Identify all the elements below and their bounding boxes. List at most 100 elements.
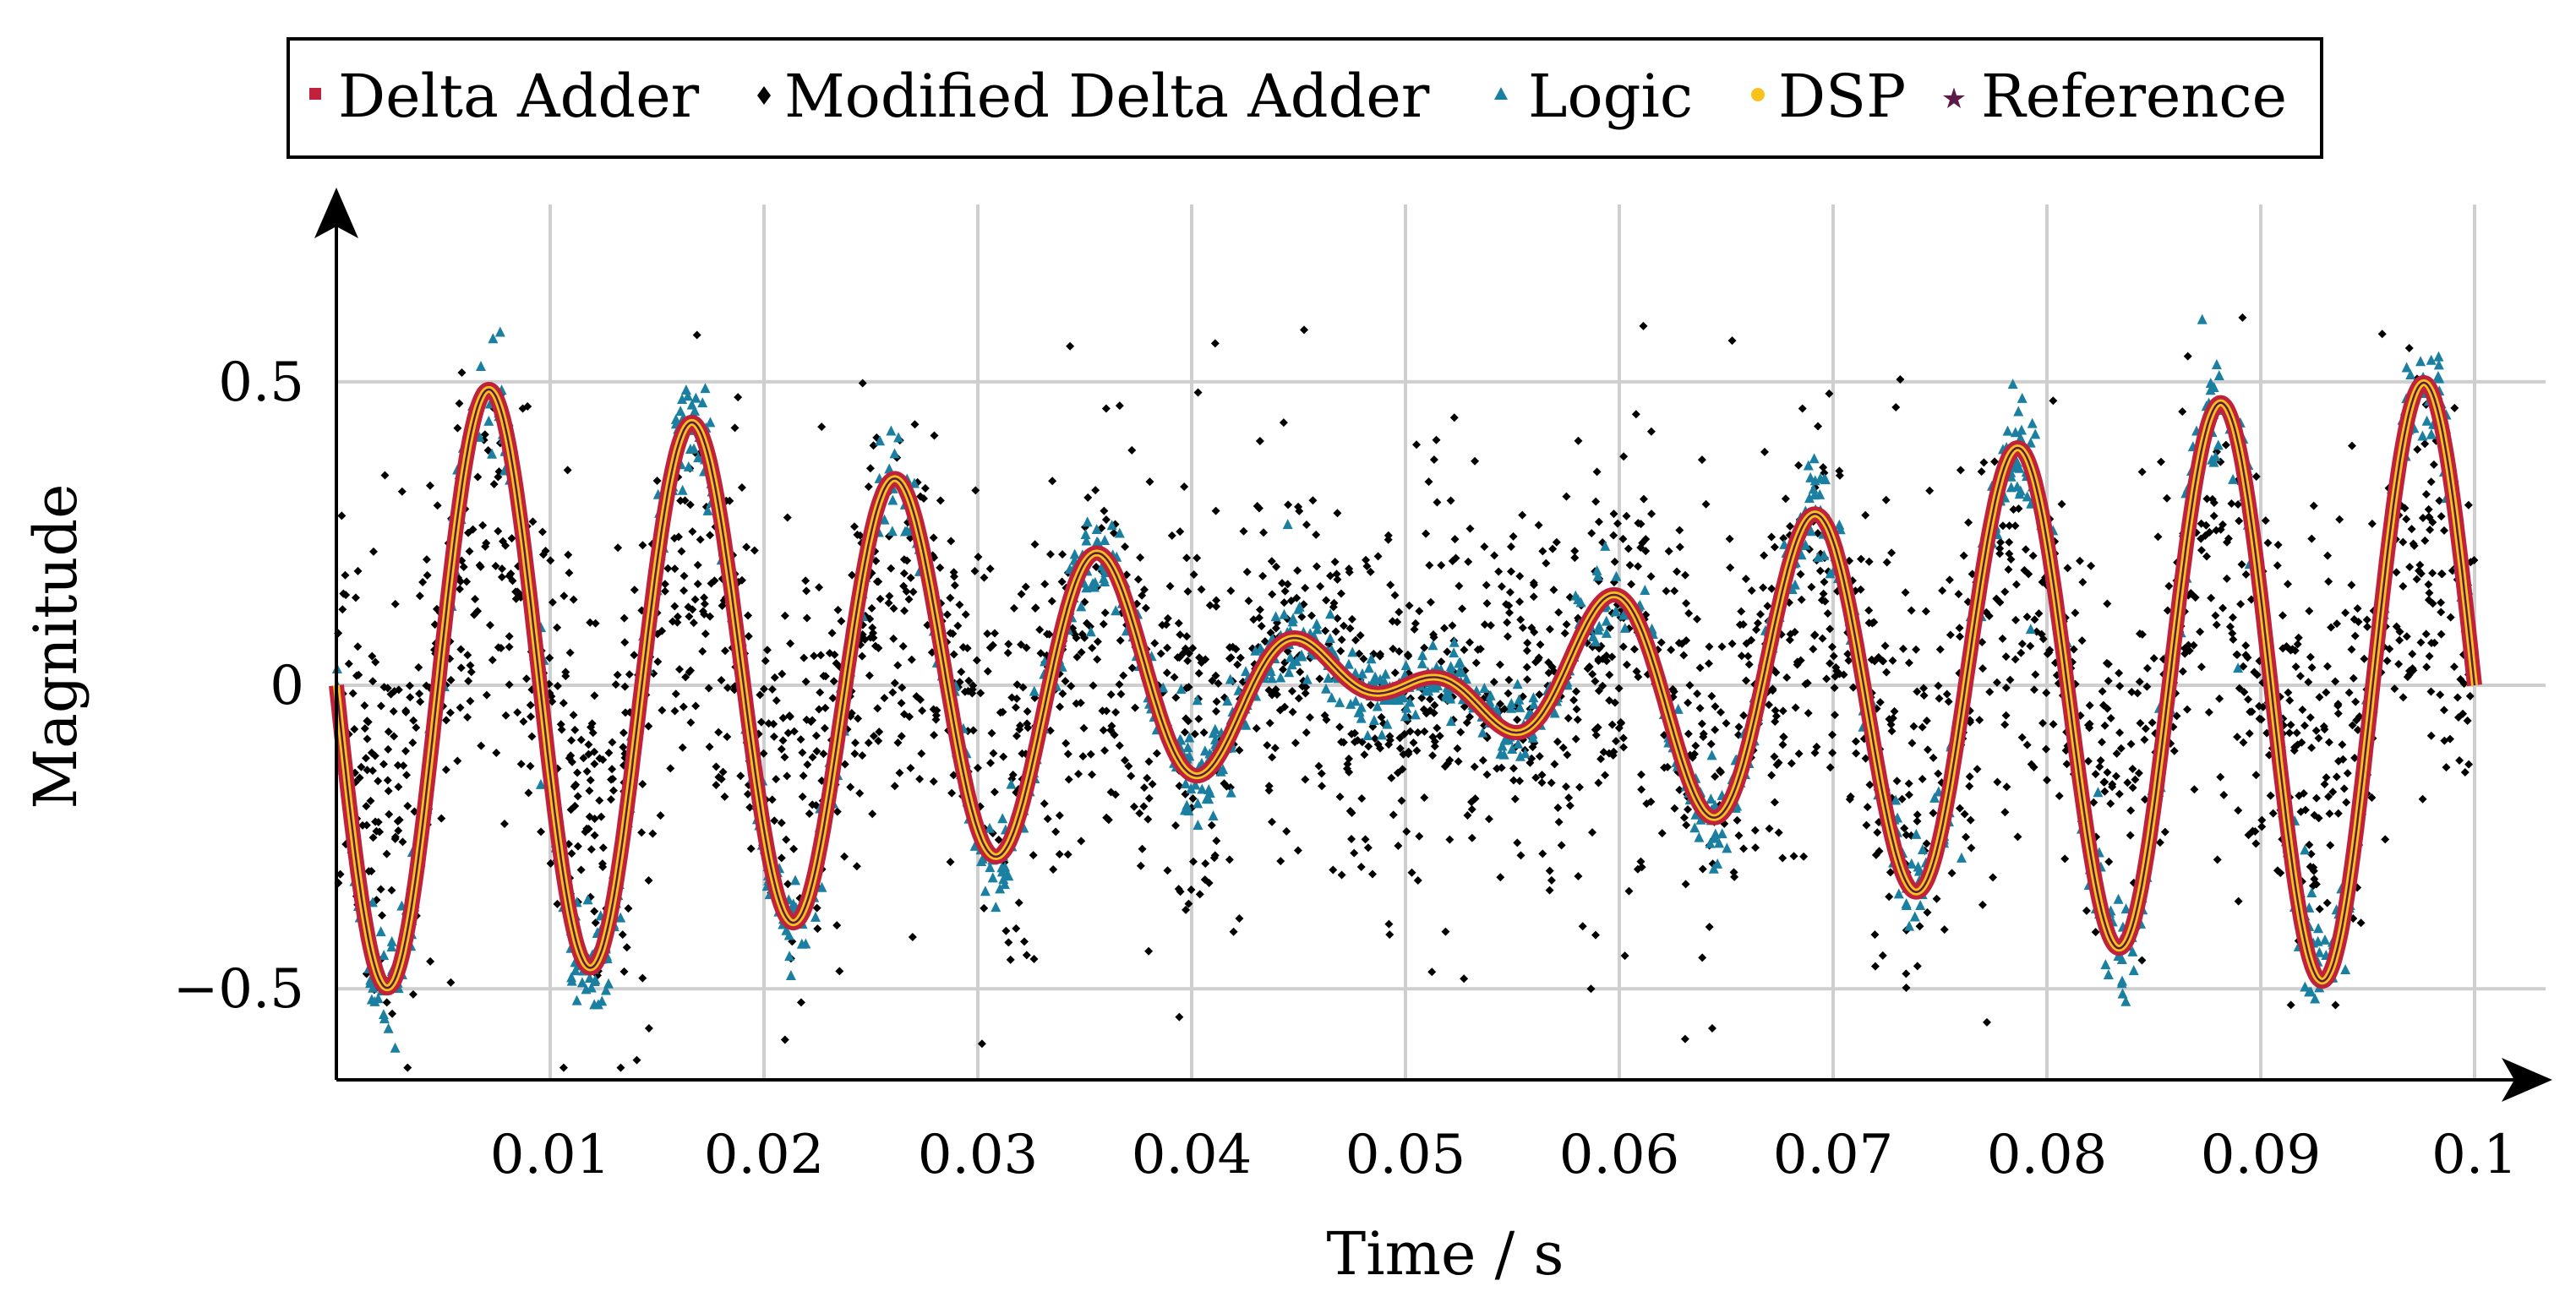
mda-point <box>1892 777 1902 786</box>
mda-point <box>446 978 456 987</box>
mda-point <box>2409 539 2418 548</box>
logic-point <box>476 361 487 372</box>
mda-point <box>1558 743 1568 752</box>
mda-point <box>1955 624 1964 633</box>
logic-point <box>2015 485 2026 496</box>
mda-point <box>2424 580 2433 589</box>
mda-point <box>929 705 938 714</box>
logic-point <box>1514 750 1525 761</box>
series-lines <box>329 374 2482 996</box>
mda-point <box>1826 763 1835 772</box>
mda-point <box>985 758 995 767</box>
mda-point <box>2377 330 2387 339</box>
mda-point <box>663 564 673 573</box>
mda-point <box>1058 550 1067 559</box>
mda-point <box>2001 684 2011 693</box>
mda-point <box>2189 640 2198 650</box>
logic-point <box>2002 425 2013 436</box>
mda-point <box>394 685 403 695</box>
mda-point <box>2428 569 2437 578</box>
mda-point <box>2322 688 2331 697</box>
mda-point <box>1163 613 1172 623</box>
logic-point <box>2426 354 2437 365</box>
mda-point <box>1055 811 1064 820</box>
mda-point <box>1083 493 1093 502</box>
mda-point <box>691 701 701 711</box>
mda-point <box>1960 809 1969 819</box>
logic-point <box>597 995 608 1006</box>
mda-point <box>1179 648 1188 657</box>
mda-point <box>1542 559 1551 568</box>
mda-point <box>1888 656 1897 665</box>
mda-point <box>406 693 415 702</box>
mda-point <box>2295 672 2305 681</box>
mda-point <box>1922 716 1931 725</box>
logic-point <box>1441 691 1452 702</box>
mda-point <box>2186 589 2196 598</box>
mda-point <box>1896 374 1905 384</box>
mda-point <box>1458 604 1467 613</box>
mda-point <box>718 601 727 610</box>
mda-point <box>2305 840 2314 849</box>
mda-point <box>1982 1017 1991 1027</box>
mda-point <box>1433 498 1442 507</box>
logic-point <box>884 463 895 474</box>
mda-point <box>2314 814 2323 823</box>
logic-point <box>1506 698 1517 709</box>
mda-point <box>810 651 819 661</box>
mda-point <box>1012 680 1022 689</box>
logic-point <box>670 413 681 424</box>
logic-point <box>2306 886 2317 897</box>
mda-point <box>2307 534 2317 543</box>
mda-point <box>1675 526 1684 535</box>
mda-point <box>720 792 729 801</box>
logic-point <box>2014 462 2025 473</box>
mda-point <box>1562 492 1571 501</box>
mda-point <box>1993 777 2002 787</box>
y-axis-title: Magnitude <box>21 483 90 809</box>
mda-point <box>453 423 462 433</box>
logic-point <box>1368 715 1379 726</box>
mda-point <box>1794 460 1804 470</box>
logic-point <box>1601 615 1612 626</box>
mda-point <box>2320 725 2329 734</box>
mda-point <box>2235 684 2244 693</box>
mda-point <box>1596 755 1606 764</box>
mda-point <box>1377 712 1386 722</box>
mda-point <box>1796 569 1805 579</box>
mda-point <box>1387 773 1396 782</box>
mda-point <box>418 578 428 587</box>
logic-point <box>1813 552 1824 563</box>
mda-point <box>1432 435 1441 444</box>
mda-point <box>1646 797 1656 806</box>
mda-point <box>621 708 630 717</box>
mda-point <box>1547 875 1556 885</box>
mda-point <box>1605 670 1614 679</box>
mda-point <box>1545 886 1554 895</box>
mda-point <box>339 589 348 598</box>
mda-point <box>1009 603 1018 613</box>
mda-point <box>817 422 827 432</box>
logic-point <box>1929 792 1940 803</box>
mda-point <box>820 723 829 733</box>
logic-point <box>1225 787 1236 798</box>
mda-point <box>2207 593 2216 602</box>
logic-point <box>1100 535 1111 546</box>
mda-point <box>2211 611 2220 620</box>
mda-point <box>1148 779 1157 788</box>
mda-point <box>1904 779 1913 788</box>
mda-point <box>1744 660 1754 669</box>
mda-point <box>1074 769 1083 778</box>
mda-point <box>2063 564 2072 573</box>
mda-point <box>2315 693 2324 702</box>
mda-point <box>955 600 964 609</box>
mda-point <box>849 522 859 531</box>
mda-point <box>971 486 980 495</box>
mda-point <box>526 700 535 710</box>
mda-point <box>916 492 925 501</box>
mda-point <box>1774 828 1783 837</box>
mda-point <box>983 667 992 676</box>
mda-point <box>466 661 475 670</box>
logic-point <box>383 1022 394 1033</box>
mda-point <box>2241 651 2251 660</box>
